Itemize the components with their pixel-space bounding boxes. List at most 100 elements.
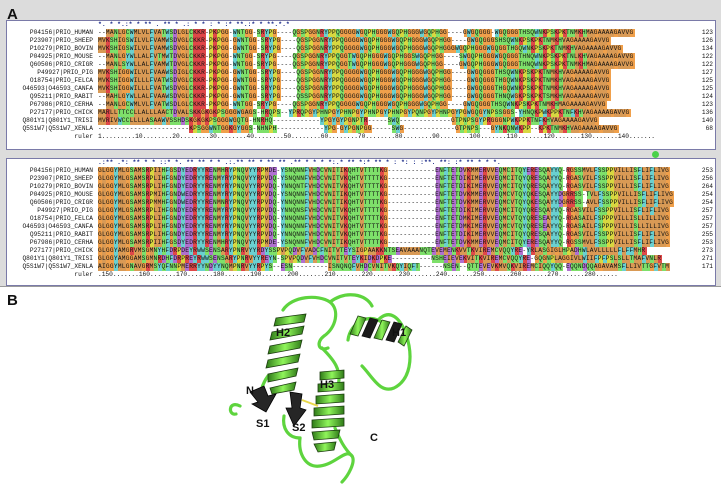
label-h2: H2	[276, 327, 290, 339]
alignment-block-1: *. * *.:* * ** . ** * .: * * : * :* **.:…	[6, 20, 716, 150]
sequence-row: GLGGYMLGSAMSRPIIHFGSDYEDRYYRENMHRYPNQVYY…	[98, 239, 686, 247]
sequence-name: P04156|PRIO_HUMAN	[29, 167, 93, 174]
sequence-text: GLGGYMLGSAMSRPIIHFGSDYEDRYYRENMHRYPNQVYY…	[98, 167, 670, 174]
sequence-name: P10279|PRIO_BOVIN	[29, 45, 93, 52]
sequence-text: GLGGYMLGSAMSRPMMHFGNDWEDRYYRENMNRYPNQVYY…	[98, 199, 674, 206]
sequence-name: P10279|PRIO_BOVIN	[29, 183, 93, 190]
sequence-end-number: 257	[701, 215, 713, 222]
sequence-name: P67986|PRIO_CERHA	[29, 101, 93, 108]
sequence-text: MVKSHIGSWILVLFVAMWSDVGLCKKR-PKPGG-GWNTGG…	[98, 37, 610, 44]
sequence-row: --MANLGYWLLALFVTMWTDVGLCKKR-PKPGG-WNTGG-…	[98, 53, 686, 61]
sequence-text: GLGGYAMGRVMSGMNYHFDRPDEYRWWSENSARYPNRVYY…	[98, 247, 646, 254]
beta-sheets	[249, 385, 307, 427]
sequence-name: P23907|PRIO_SHEEP	[29, 37, 93, 44]
label-s1: S1	[256, 418, 269, 430]
sequence-text: GLGGYMLGSAMSRPLIHFGNDYEDRYYRENMYRYPNQVYY…	[98, 215, 670, 222]
ruler-1: 1.........10........20........30........…	[98, 133, 655, 140]
sequence-end-number: 271	[701, 255, 713, 262]
sequence-text: GLGGYAMGGAMSGMNRDHFDRPREYRWWSENSARYPNRVY…	[98, 255, 662, 262]
sequence-name: Q801Y1|Q801Y1_TRISI	[22, 255, 93, 262]
sequence-end-number: 124	[701, 93, 713, 100]
sequence-end-number: 126	[701, 37, 713, 44]
sequence-name: P27177|PRIO_CHICK	[29, 247, 93, 254]
sequence-end-number: 255	[701, 231, 713, 238]
sequence-text: GLGGYMLGSAMSRPLIHFGNDYEDRYYRENMYRYPNQVYY…	[98, 207, 670, 214]
sequence-text: MVKSHIGGWILLLFVATWSDVGLCKKR-PKPGG-GWNTGG…	[98, 85, 610, 92]
sequence-text: GLGGYMLGSAMSRPLIHFGNDYEDRYYRENMYRYPNQVYY…	[98, 231, 670, 238]
sequence-name: P23907|PRIO_SHEEP	[29, 175, 93, 182]
sequence-end-number: 125	[701, 85, 713, 92]
sequence-row: GLGGYMLGSAMSRPLIHFGNDYEDRYYRENMYRYPNQVYY…	[98, 207, 686, 215]
sequence-text: MARLLTTCCLLALLLAACTDVALSKKGKGKPSGGGWGAGS…	[98, 109, 630, 116]
sequence-row: GLGGYMLGSAMSRPLIHFGNDYEDRYYRENMYRYPNQVYY…	[98, 223, 686, 231]
sequence-row: --MANLGCWMLVLFVATWSDLGLCKKR-PKPGG-WNTGG-…	[98, 101, 686, 109]
sequence-text: --MANLGCWMLVLFVATWSDLGLCKKR-PKPGG-WNTGG-…	[98, 29, 634, 36]
sequence-row: GLGGYMLGSAMSRPIIHFGSDYEDRYYRENMHRYPNQVYY…	[98, 167, 686, 175]
sequence-text: MVKSHIGSWILVLFVAMWSDVGLCKKR-PKPGG-GWNTGG…	[98, 45, 622, 52]
sequence-end-number: 125	[701, 77, 713, 84]
sequence-end-number: 257	[701, 223, 713, 230]
sequence-row: MVRIVWCCLLLLASAAWVSSHDSKGKGKPSGGGWGQTG-H…	[98, 117, 686, 125]
ruler-label-1: ruler	[74, 133, 93, 140]
sequence-end-number: 123	[701, 29, 713, 36]
alignment-block-2: .:** .*: ** * * ::* *. ** ** * * .:.** *…	[6, 158, 716, 286]
sequence-end-number: 136	[701, 109, 713, 116]
helix-h3	[311, 369, 345, 453]
sequence-end-number: 254	[701, 191, 713, 198]
sequence-end-number: 256	[701, 175, 713, 182]
sequence-row: -----------------------KPSGGWNTGGKGYGGS-…	[98, 125, 686, 133]
panel-b: B	[0, 288, 721, 500]
sequence-row: MVKSHIGGWILLLFVATWSDVGLCKKR-PKPGG-GWNTGG…	[98, 77, 686, 85]
sequence-name: Q801Y1|Q801Y1_TRISI	[22, 117, 93, 124]
consensus-row-2: .:** .*: ** * * ::* *. ** ** * * .:.** *…	[98, 159, 501, 166]
sequence-text: --MANLGYWLLALFVTMWTDVGLCKKR-PKPGG-WNTGG-…	[98, 53, 634, 60]
sequence-row: MVKSHIGGWILLLFVATWSDVGLCKKR-PKPGG-GWNTGG…	[98, 85, 686, 93]
ruler-2: .150.......160.......170.......180......…	[98, 271, 618, 278]
label-h1: H1	[392, 327, 406, 339]
sequence-text: -----------------------KPSGGWNTGGKGYGGS-…	[98, 125, 618, 132]
ruler-label-2: ruler	[74, 271, 93, 278]
sequence-end-number: 253	[701, 167, 713, 174]
sequence-end-number: 134	[701, 45, 713, 52]
sequence-end-number: 140	[701, 117, 713, 124]
sequence-end-numbers-1: 123 126 134 122 122 127 125 125 124 123 136 140 68	[689, 29, 713, 133]
label-h3: H3	[320, 379, 334, 391]
sequence-end-number: 122	[701, 53, 713, 60]
consensus-row-1: *. * *.:* * ** . ** * .: * * : * :* **.:…	[98, 21, 290, 28]
sequence-row: GLGGYMLGSAMSRPLIHFGNDYEDRYYRENMYRYPNQVYY…	[98, 183, 686, 191]
sequence-names-1: P04156|PRIO_HUMAN P23907|PRIO_SHEEP P10279…	[7, 29, 93, 133]
label-n: N	[246, 385, 254, 397]
sequence-row: GLGGYMLGSAMSRPMMHFGNDWEDRYYRENMNRYPNQVYY…	[98, 199, 686, 207]
sequence-name: P04925|PRIO_MOUSE	[29, 53, 93, 60]
panel-a: A *. * *.:* * ** . ** * .: * * : * :* **…	[0, 0, 721, 287]
sequence-name: O18754|PRIO_FELCA	[29, 215, 93, 222]
sequence-row: --MANLGCWMLVLFVATWSDLGLCKKR-PKPGG-WNTGG-…	[98, 29, 686, 37]
sequence-row: GLGGYMLGSAMSRPMIHFGNDWEDRYYRENMYRYPNQVYY…	[98, 191, 686, 199]
sequence-text: GLGGYMLGSAMSRPMIHFGNDWEDRYYRENMYRYPNQVYY…	[98, 191, 674, 198]
sequence-name: P04925|PRIO_MOUSE	[29, 191, 93, 198]
sequence-row: MARLLTTCCLLALLLAACTDVALSKKGKGKPSGGGWGAGS…	[98, 109, 686, 117]
sequence-name: P49927|PRIO_PIG	[37, 69, 93, 76]
sequence-row: AIGGYMLGNAVGRMSYQFNNPMERRYYNDYYNQMPNRVYY…	[98, 263, 686, 271]
sequence-name: P27177|PRIO_CHICK	[29, 109, 93, 116]
sequence-end-number: 257	[701, 207, 713, 214]
sequence-name: P49927|PRIO_PIG	[37, 207, 93, 214]
label-s2: S2	[292, 422, 305, 434]
sequence-text: GLGGYMLGSAMSRPLIHFGNDYEDRYYRENMYRYPNQVYY…	[98, 223, 670, 230]
sequence-text: MVKSHIGGWILVLFVAAWSDIGLCKKR-PKPGG-GWNTGG…	[98, 69, 610, 76]
sequence-text: --MANLSYWLLALFVAMWTDVGLCKKR-PKPGG-WNTGG-…	[98, 61, 634, 68]
sequence-text: --MANLGCWMLVLFVATWSDLGLCKKR-PKPGG-WNTGG-…	[98, 101, 606, 108]
sequence-text: AIGGYMLGNAVGRMSYQFNNPMERRYYNDYYNQMPNRVYY…	[98, 263, 670, 270]
sequence-text: GLGGYMLGSAMSRPIIHFGSDYEDRYYRENMHRYPNQVYY…	[98, 239, 670, 246]
sequence-name: Q95211|PRIO_RABIT	[29, 93, 93, 100]
sequence-end-number: 123	[701, 101, 713, 108]
sequences-1: --MANLGCWMLVLFVATWSDLGLCKKR-PKPGG-WNTGG-…	[98, 29, 686, 133]
protein-ribbon-structure: H1 H2 H3 N S1 S2 C	[228, 293, 413, 484]
disulfide-bond	[301, 399, 319, 407]
sequence-row: MVKSHIGSWILVLFVAMWSDVGLCKKR-PKPGG-GWNTGG…	[98, 37, 686, 45]
sequence-names-2: P04156|PRIO_HUMAN P23907|PRIO_SHEEP P10279…	[7, 167, 93, 271]
sequence-name: O18754|PRIO_FELCA	[29, 77, 93, 84]
sequence-name: Q95211|PRIO_RABIT	[29, 231, 93, 238]
green-dot-marker	[652, 151, 659, 158]
sequence-text: GLGGYMLGSAMSRPLIHFGNDYEDRYYRENMYRYPNQVYY…	[98, 183, 670, 190]
